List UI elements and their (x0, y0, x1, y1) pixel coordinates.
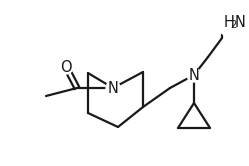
Circle shape (106, 81, 120, 95)
Circle shape (187, 68, 201, 82)
Text: O: O (60, 59, 72, 75)
Text: N: N (188, 68, 199, 83)
Text: H: H (224, 14, 235, 30)
Text: N: N (108, 81, 119, 95)
Circle shape (59, 60, 73, 74)
Text: 2: 2 (231, 19, 237, 30)
Text: N: N (235, 14, 246, 30)
Circle shape (216, 8, 244, 36)
